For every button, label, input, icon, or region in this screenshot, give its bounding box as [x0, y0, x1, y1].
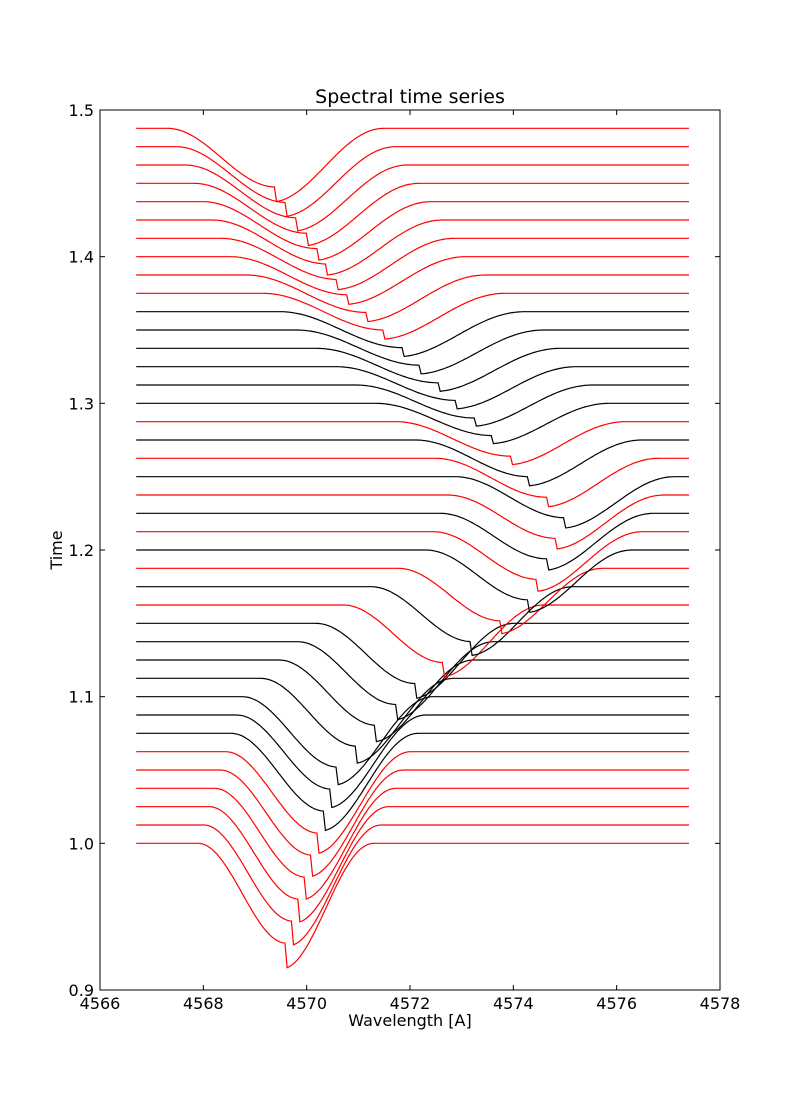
x-tick-label: 4570 — [286, 994, 327, 1013]
y-tick-label: 1.5 — [69, 101, 94, 120]
spectrum-line — [136, 622, 689, 699]
spectrum-line — [136, 604, 689, 678]
spectra-group — [136, 127, 689, 969]
x-axis-title: Wavelength [A] — [348, 1011, 471, 1030]
y-tick-label: 0.9 — [69, 981, 94, 1000]
spectrum-line — [136, 402, 689, 445]
x-tick-label: 4566 — [80, 994, 121, 1013]
x-tick-label: 4578 — [700, 994, 741, 1013]
x-tick-label: 4568 — [183, 994, 224, 1013]
x-tick-label: 4572 — [390, 994, 431, 1013]
spectrum-line — [136, 769, 689, 877]
y-axis: 0.9 1.0 1.1 1.2 1.3 1.4 1.5 — [69, 101, 720, 1000]
spectrum-line — [136, 567, 689, 635]
spectrum-line — [136, 457, 689, 508]
spectrum-line — [136, 146, 689, 217]
spectrum-line — [136, 219, 689, 276]
spectrum-line — [136, 714, 689, 809]
spectrum-line — [136, 292, 689, 340]
chart-title: Spectral time series — [315, 86, 505, 108]
spectrum-line — [136, 127, 689, 203]
spectrum-line — [136, 842, 689, 969]
spectrum-line — [136, 439, 689, 487]
spectrum-line — [136, 421, 689, 466]
y-tick-label: 1.4 — [69, 248, 94, 267]
spectrum-line — [136, 806, 689, 923]
spectrum-line — [136, 256, 689, 305]
y-axis-title: Time — [47, 530, 66, 570]
spectrum-line — [136, 164, 689, 232]
spectrum-line — [136, 311, 689, 358]
y-tick-label: 1.1 — [69, 688, 94, 707]
spectrum-line — [136, 274, 689, 323]
spectrum-line — [136, 182, 689, 247]
spectrum-line — [136, 787, 689, 900]
spectrum-line — [136, 751, 689, 854]
spectrum-line — [136, 237, 689, 291]
x-tick-label: 4574 — [493, 994, 534, 1013]
y-tick-label: 1.2 — [69, 541, 94, 560]
spectrum-line — [136, 732, 689, 832]
spectrum-line — [136, 512, 689, 571]
spectrum-line — [136, 384, 689, 427]
y-tick-label: 1.3 — [69, 394, 94, 413]
spectrum-line — [136, 201, 689, 261]
x-axis: 4566 4568 4570 4572 4574 4576 4578 — [80, 110, 741, 1013]
spectrum-line — [136, 476, 689, 529]
spectrum-line — [136, 329, 689, 375]
y-tick-label: 1.0 — [69, 834, 94, 853]
spectrum-line — [136, 494, 689, 550]
x-tick-label: 4576 — [596, 994, 637, 1013]
spectrum-line — [136, 347, 689, 392]
spectrum-line — [136, 696, 689, 786]
spectrum-line — [136, 677, 689, 764]
spectrum-line — [136, 531, 689, 592]
spectrum-line — [136, 549, 689, 613]
spectrum-line — [136, 366, 689, 410]
spectrum-line — [136, 824, 689, 946]
spectrum-line — [136, 659, 689, 743]
spectrum-line — [136, 586, 689, 657]
spectrum-line — [136, 641, 689, 721]
